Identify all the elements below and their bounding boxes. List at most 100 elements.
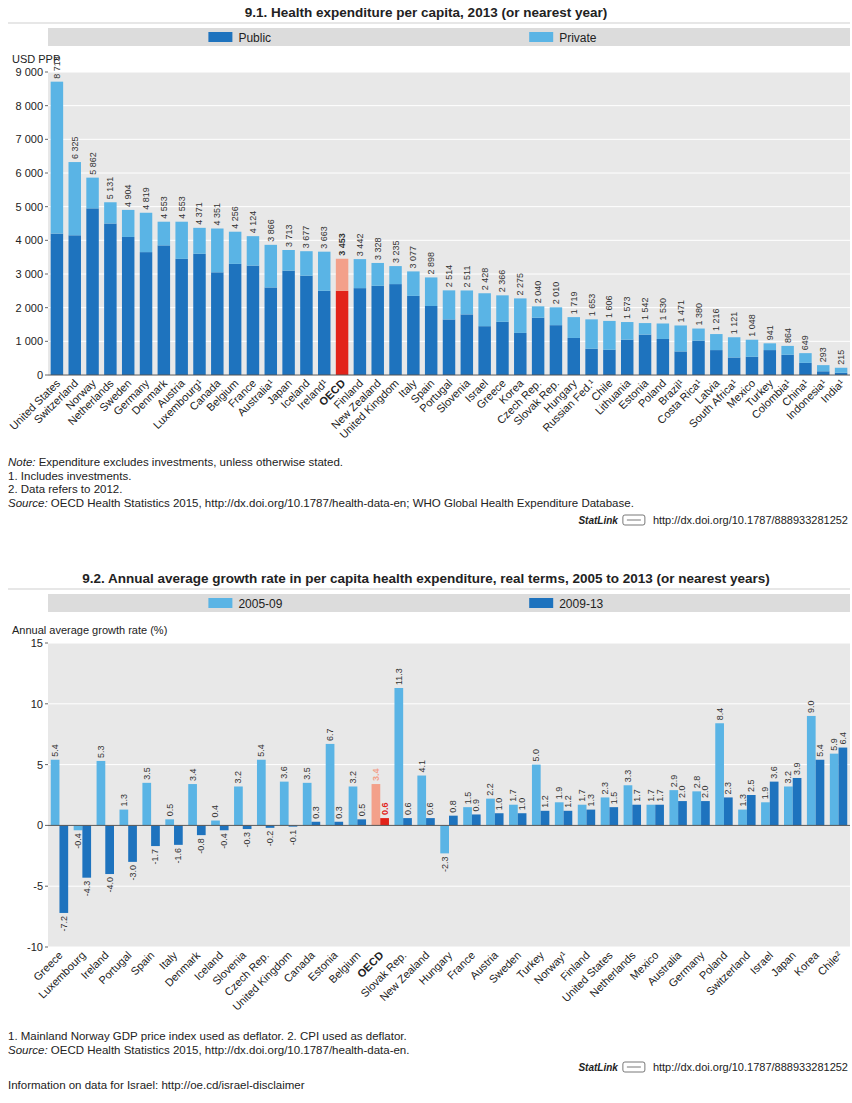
bar bbox=[104, 202, 116, 223]
bar bbox=[514, 333, 526, 375]
grid-line bbox=[48, 764, 850, 765]
data-label: 5.4 bbox=[256, 744, 266, 757]
bar bbox=[211, 821, 220, 826]
tick-mark bbox=[45, 206, 48, 207]
note-body: OECD Health Statistics 2015, http://dx.d… bbox=[48, 1044, 410, 1056]
bar bbox=[334, 822, 343, 826]
bar bbox=[621, 340, 633, 375]
total-label: 293 bbox=[818, 347, 828, 362]
tick-mark bbox=[45, 764, 48, 765]
footer: Information on data for Israel: http://o… bbox=[8, 1079, 305, 1091]
y-tick-label: 8 000 bbox=[15, 100, 43, 112]
bar bbox=[496, 295, 508, 321]
bar bbox=[122, 210, 134, 237]
bar bbox=[158, 245, 170, 375]
data-label: 0.3 bbox=[334, 806, 344, 819]
bar bbox=[417, 776, 426, 826]
y-axis-title: Annual average growth rate (%) bbox=[12, 624, 167, 636]
bar bbox=[816, 760, 825, 826]
total-label: 1 653 bbox=[587, 294, 597, 317]
total-label: 3 453 bbox=[337, 233, 347, 256]
data-label: 3.6 bbox=[279, 766, 289, 779]
bar bbox=[764, 350, 776, 375]
note: 1. Mainland Norway GDP price index used … bbox=[8, 1030, 407, 1042]
total-label: 1 380 bbox=[694, 303, 704, 326]
total-label: 8 713 bbox=[52, 56, 62, 79]
total-label: 1 719 bbox=[569, 292, 579, 315]
plot-area bbox=[48, 643, 850, 947]
bar bbox=[550, 307, 562, 325]
bar bbox=[639, 335, 651, 375]
data-label: 1.7 bbox=[632, 789, 642, 802]
grid-line bbox=[48, 703, 850, 704]
bar bbox=[461, 290, 473, 314]
bar bbox=[220, 825, 229, 830]
tick-mark bbox=[45, 947, 48, 948]
bar bbox=[440, 825, 449, 853]
bar bbox=[59, 825, 68, 913]
y-tick-label: 3 000 bbox=[15, 268, 43, 280]
bar bbox=[257, 760, 266, 826]
bar bbox=[532, 306, 544, 317]
bar bbox=[449, 816, 458, 826]
page: 9.1. Health expenditure per capita, 2013… bbox=[0, 0, 852, 1103]
note-body: OECD Health Statistics 2015, http://dx.d… bbox=[48, 497, 634, 509]
data-label: -1.7 bbox=[150, 849, 160, 865]
bar bbox=[657, 339, 669, 375]
total-label: 1 542 bbox=[640, 298, 650, 321]
total-label: 4 256 bbox=[230, 206, 240, 229]
total-label: 5 862 bbox=[88, 152, 98, 175]
data-label: 0.6 bbox=[425, 803, 435, 816]
data-label: -4.0 bbox=[105, 877, 115, 893]
bar bbox=[701, 801, 710, 825]
data-label: -3.0 bbox=[128, 865, 138, 881]
bar bbox=[781, 346, 793, 355]
bar bbox=[336, 259, 348, 291]
bar bbox=[710, 350, 722, 375]
category-label: Korea bbox=[792, 948, 822, 978]
bar bbox=[354, 259, 366, 288]
bar bbox=[211, 272, 223, 375]
total-label: 1 573 bbox=[622, 297, 632, 320]
chart-1: 9.2. Annual average growth rate in per c… bbox=[8, 571, 850, 1091]
total-label: 1 530 bbox=[658, 298, 668, 321]
bar bbox=[389, 284, 401, 375]
total-label: 4 819 bbox=[141, 187, 151, 210]
bar bbox=[142, 783, 151, 826]
total-label: 864 bbox=[783, 328, 793, 343]
data-label: 5.3 bbox=[96, 745, 106, 758]
statlink-icon bbox=[623, 1062, 645, 1072]
bar bbox=[318, 291, 330, 375]
legend-label: Public bbox=[238, 31, 271, 45]
data-label: 0.6 bbox=[403, 803, 413, 816]
data-label: -7.2 bbox=[59, 916, 69, 932]
data-label: 8.4 bbox=[715, 708, 725, 721]
bar bbox=[799, 363, 811, 375]
legend-label: 2005-09 bbox=[238, 597, 282, 611]
bar bbox=[389, 266, 401, 284]
bar bbox=[380, 818, 389, 825]
tick-mark bbox=[45, 274, 48, 275]
bar bbox=[51, 234, 63, 375]
bar bbox=[532, 318, 544, 375]
category-label: Spain bbox=[128, 949, 156, 977]
total-label: 4 904 bbox=[123, 184, 133, 207]
zero-line bbox=[48, 375, 850, 376]
bar bbox=[550, 325, 562, 375]
y-tick-label: -5 bbox=[33, 880, 43, 892]
bar bbox=[747, 795, 756, 825]
bar bbox=[282, 250, 294, 271]
bar bbox=[265, 287, 277, 375]
legend-swatch bbox=[208, 598, 232, 608]
data-label: 11.3 bbox=[394, 668, 404, 685]
bar bbox=[247, 236, 259, 265]
note: Source: OECD Health Statistics 2015, htt… bbox=[8, 497, 634, 509]
total-label: 5 131 bbox=[105, 177, 115, 200]
y-tick-label: 5 bbox=[37, 759, 43, 771]
data-label: -0.3 bbox=[242, 832, 252, 848]
data-label: 0.8 bbox=[448, 800, 458, 813]
tick-mark bbox=[45, 307, 48, 308]
total-label: 2 428 bbox=[480, 268, 490, 291]
bar bbox=[371, 286, 383, 375]
bar bbox=[738, 810, 747, 826]
